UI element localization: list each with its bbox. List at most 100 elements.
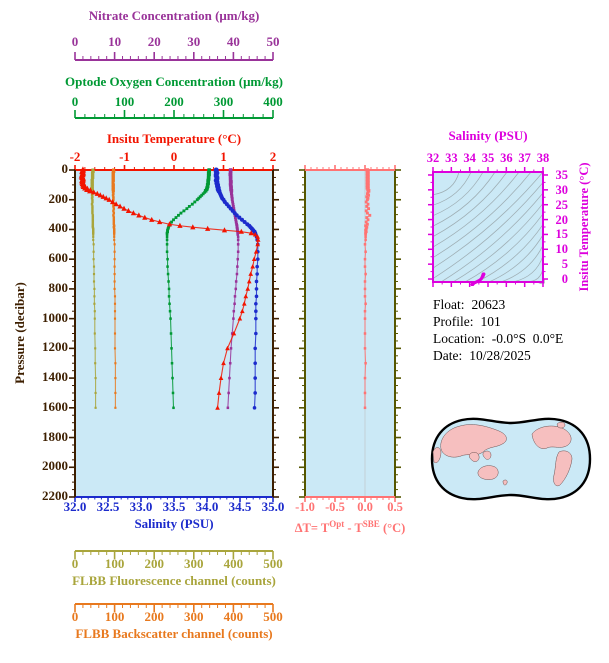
ts-salinity-tick-label: 35 [481,151,495,165]
temperature-curve-marker [221,227,228,233]
dt-curve-marker [363,295,367,298]
salinity-curve-marker [255,264,259,269]
dt-curve-marker [366,196,370,200]
dt-curve-marker [363,406,367,410]
ts-salinity-tick-label: 32 [426,151,440,165]
salinity-curve-marker [254,287,259,291]
backscatter-curve-marker [112,223,116,226]
dt-curve-marker [363,265,367,268]
dt-curve-marker [363,243,367,246]
salinity-curve-marker [253,346,257,351]
fluorescence-curve-marker [91,207,94,210]
fluorescence-curve-marker [92,231,95,235]
backscatter-curve-marker [114,377,117,380]
fluorescence-curve-marker [94,362,97,365]
info-row-location: Location: -0.0°S 0.0°E [433,330,563,347]
fluorescence-curve-marker [91,195,94,198]
fluorescence-curve-marker [92,280,96,283]
temperature-curve-marker [237,316,243,321]
dt-curve-marker [363,317,367,320]
nitrate-curve-marker [229,347,233,350]
dt-curve-marker [363,280,367,283]
oxygen-curve-marker [171,376,174,380]
fluorescence-curve-marker [91,205,94,208]
oxygen-curve-marker [203,190,207,194]
backscatter-curve-marker [112,205,115,208]
temperature-curve-marker [250,263,256,269]
dt-curve-marker [364,200,368,204]
oxygen-curve-marker [169,332,173,335]
temperature-curve-marker [97,192,103,198]
oxygen-curve-marker [168,309,172,313]
temperature-curve-marker [215,405,220,410]
oxygen-curve-marker [185,207,189,211]
backscatter-curve-marker [113,258,116,261]
dt-curve-marker [363,347,367,350]
oxygen-curve-marker [195,198,199,202]
nitrate-curve-marker [236,265,239,268]
oxygen-curve-marker [172,218,175,222]
salinity-axis-title: Salinity (PSU) [134,516,214,531]
dt-curve-marker [365,225,369,229]
nitrate-curve-marker [234,280,238,283]
dt-curve-marker [364,233,367,236]
oxygen-curve-marker [170,361,174,365]
dt-curve-marker [366,202,370,206]
backscatter-curve-marker [113,317,117,320]
nitrate-curve-marker [230,195,234,199]
info-row-float: Float: 20623 [433,296,563,313]
backscatter-curve-marker [112,228,116,232]
oxygen-curve-marker [198,195,202,199]
backscatter-curve-marker [114,362,117,365]
oxygen-curve-marker [165,235,169,239]
oxygen-curve-marker [170,220,173,224]
dt-curve-marker [364,272,367,276]
ts-contour [452,203,544,283]
ts-temperature-tick-label: 15 [555,227,569,242]
salinity-curve-marker [253,361,257,366]
ts-temperature-tick-label: 25 [555,197,569,212]
salinity-tick-label: 34.5 [228,499,252,514]
backscatter-curve-marker [113,332,117,335]
fluorescence-curve-marker [94,377,97,380]
info-row-date: Date: 10/28/2025 [433,347,563,364]
fluorescence-curve-marker [92,233,95,236]
oxygen-curve-marker [177,213,180,217]
nitrate-curve-marker [236,238,240,242]
oxygen-curve-marker [197,196,201,200]
temperature-tick-label: 1 [220,149,227,164]
fluorescence-curve-marker [91,220,95,224]
backscatter-curve-marker [114,406,117,409]
ts-temperature-tick-label: 20 [555,212,569,227]
oxygen-curve-marker [182,209,186,213]
dt-curve-marker [364,228,368,232]
backscatter-curve-marker [112,231,116,235]
nitrate-tick-label: 10 [108,34,122,49]
nitrate-curve-marker [235,227,239,231]
fluorescence-curve-marker [93,287,96,290]
nitrate-curve-marker [236,231,240,235]
nitrate-curve-marker [234,220,238,224]
oxygen-curve-marker [170,347,173,350]
salinity-curve-marker [254,316,258,321]
nitrate-tick-label: 30 [187,34,201,49]
oxygen-curve-marker [165,243,169,246]
nitrate-curve-marker [230,198,234,202]
temperature-curve-marker [248,230,254,236]
dt-curve-marker [364,302,367,306]
pressure-tick-label: 1800 [42,428,68,444]
dt-tick-label: -0.5 [325,500,345,514]
oxygen-tick-label: 400 [263,94,283,109]
backscatter-curve-marker [112,211,116,215]
fluorescence-curve-marker [90,197,94,200]
temperature-curve-marker [87,187,94,194]
backscatter-tick-label: 200 [144,609,164,624]
salinity-tick-label: 33.0 [129,499,153,514]
backscatter-curve-marker [113,250,116,253]
ts-contour [432,171,508,237]
backscatter-curve-marker [113,243,116,246]
nitrate-curve-marker [236,235,240,239]
float-info: Float: 20623 Profile: 101 Location: -0.0°S 0.… [433,296,563,364]
nitrate-curve-marker [231,204,235,208]
temperature-axis-title: Insitu Temperature (°C) [106,131,242,146]
